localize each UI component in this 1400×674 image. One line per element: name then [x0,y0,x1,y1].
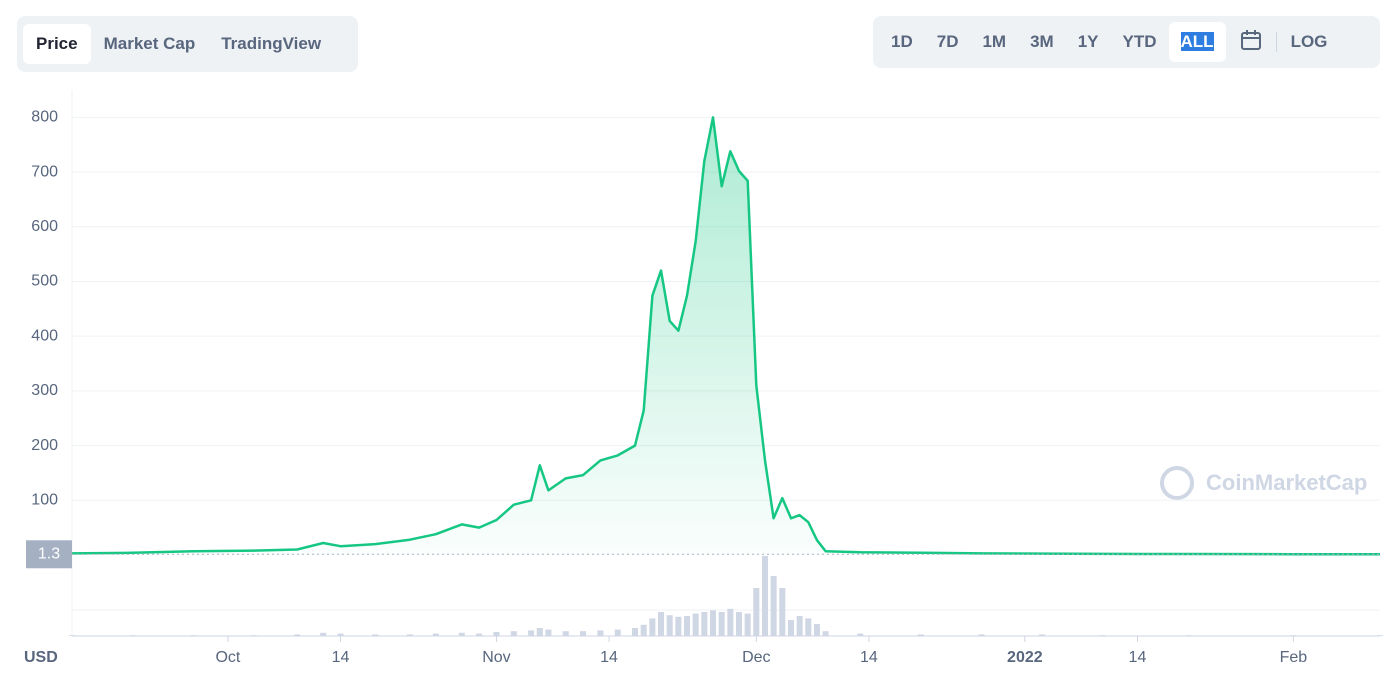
range-button[interactable]: 7D [936,32,959,51]
volume-bar [779,588,786,636]
volume-bar [710,610,717,636]
x-tick-label: 14 [332,649,350,666]
y-tick-label: 600 [31,218,58,235]
volume-bar [701,612,708,636]
volume-bar [978,634,985,636]
volume-bar [1186,635,1193,636]
x-tick-label: Feb [1280,649,1308,666]
currency-label: USD [24,649,58,666]
volume-bar [744,613,751,636]
volume-bar [510,631,517,636]
watermark-text: CoinMarketCap [1206,470,1367,495]
volume-bar [761,556,768,636]
volume-bar [684,616,691,636]
volume-bar [796,616,803,636]
y-tick-label: 500 [31,273,58,290]
divider [1275,32,1277,52]
calendar-icon [1240,29,1261,50]
range-button[interactable]: 1M [982,32,1007,51]
volume-bar [917,634,924,636]
volume-bar [666,615,673,636]
volume-bar [614,629,621,636]
volume-bar [250,635,257,636]
y-tick-label: 300 [31,382,58,399]
x-tick-label: 14 [1129,649,1147,666]
log-button[interactable]: LOG [1290,32,1328,51]
tab-group: Price Market Cap TradingView [17,16,358,72]
y-tick-label: 100 [31,492,58,509]
volume-bar [320,632,327,636]
volume-bar [545,629,552,636]
price-area [72,117,1380,556]
volume-bar [1290,635,1297,636]
y-tick-label: 400 [31,327,58,344]
x-tick-label: 14 [600,649,618,666]
range-button[interactable]: 1D [891,32,913,51]
volume-bar [727,608,734,636]
x-tick-label: Oct [215,649,240,666]
watermark: CoinMarketCap [1160,466,1367,500]
volume-bar [753,588,760,636]
tab[interactable]: TradingView [221,34,322,53]
volume-bar [658,612,665,636]
volume-bar [493,632,500,636]
range-button[interactable]: YTD [1122,32,1157,51]
x-tick-label: Nov [482,649,510,666]
volume-bar [813,624,820,636]
volume-bar [476,633,483,636]
volume-bar [692,613,699,636]
volume-bar [640,624,647,636]
range-button[interactable]: ALL [1168,22,1226,62]
volume-bar [337,633,344,636]
volume-bar [129,635,136,636]
x-tick-label: 2022 [1007,649,1043,666]
volume-bar [675,616,682,636]
volume-bar [632,628,639,636]
volume-bar [770,576,777,636]
volume-bar [432,633,439,636]
calendar-button[interactable] [1226,21,1276,64]
volume-bar [1377,635,1383,636]
current-price-box [26,540,72,569]
volume-bar [649,618,656,636]
y-tick-label: 200 [31,437,58,454]
y-tick-label: 800 [31,109,58,126]
range-label: ALL [1180,32,1214,51]
volume-bar [787,620,794,636]
volume-bar [536,628,543,636]
volume-bar [406,634,413,636]
x-tick-label: 14 [860,649,878,666]
volume-bar [580,631,587,636]
tab[interactable]: Price [23,24,91,64]
volume-bar [857,633,864,636]
volume-bar [1099,635,1106,636]
range-button[interactable]: 3M [1030,32,1054,51]
volume-bar [69,635,75,636]
range-button[interactable]: 1Y [1077,32,1099,51]
volume-bar [372,634,379,636]
volume-bar [718,612,725,636]
volume-bar [735,612,742,636]
volume-bar [562,631,569,636]
volume-bar [528,630,535,636]
current-price-label: 1.3 [38,546,60,563]
range-group: 1D 7D 1M 3M 1Y YTD ALL LOG [873,16,1380,68]
price-line [71,116,1381,556]
volume-bar [190,635,197,636]
volume-bar [458,632,465,636]
volume-bar [294,634,301,636]
volume-bar [822,631,829,636]
volume-bar [597,630,604,636]
x-tick-label: Dec [742,649,770,666]
y-tick-label: 700 [31,163,58,180]
tab[interactable]: Market Cap [103,34,196,53]
volume-bar [1039,634,1046,636]
volume-bar [805,618,812,636]
